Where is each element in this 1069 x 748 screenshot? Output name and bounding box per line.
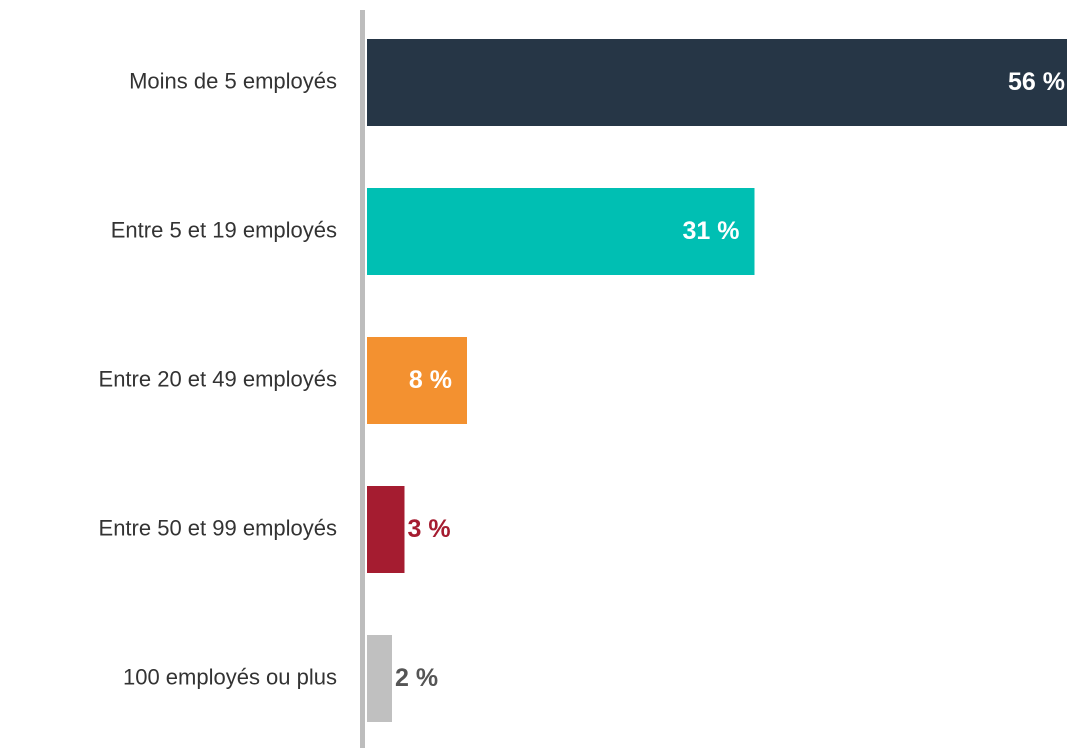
bar bbox=[367, 188, 755, 275]
value-label: 56 % bbox=[1008, 68, 1065, 96]
value-label: 3 % bbox=[408, 515, 451, 543]
value-label: 31 % bbox=[683, 217, 740, 245]
bar bbox=[367, 635, 392, 722]
category-label: 100 employés ou plus bbox=[123, 664, 337, 689]
category-label: Entre 20 et 49 employés bbox=[99, 366, 337, 391]
value-label: 2 % bbox=[395, 664, 438, 692]
category-axis bbox=[360, 10, 365, 748]
category-label: Entre 50 et 99 employés bbox=[99, 515, 337, 540]
value-label: 8 % bbox=[409, 366, 452, 394]
category-label: Entre 5 et 19 employés bbox=[111, 217, 337, 242]
bar bbox=[367, 39, 1067, 126]
bar bbox=[367, 486, 405, 573]
bar bbox=[367, 337, 467, 424]
category-label: Moins de 5 employés bbox=[129, 68, 337, 93]
